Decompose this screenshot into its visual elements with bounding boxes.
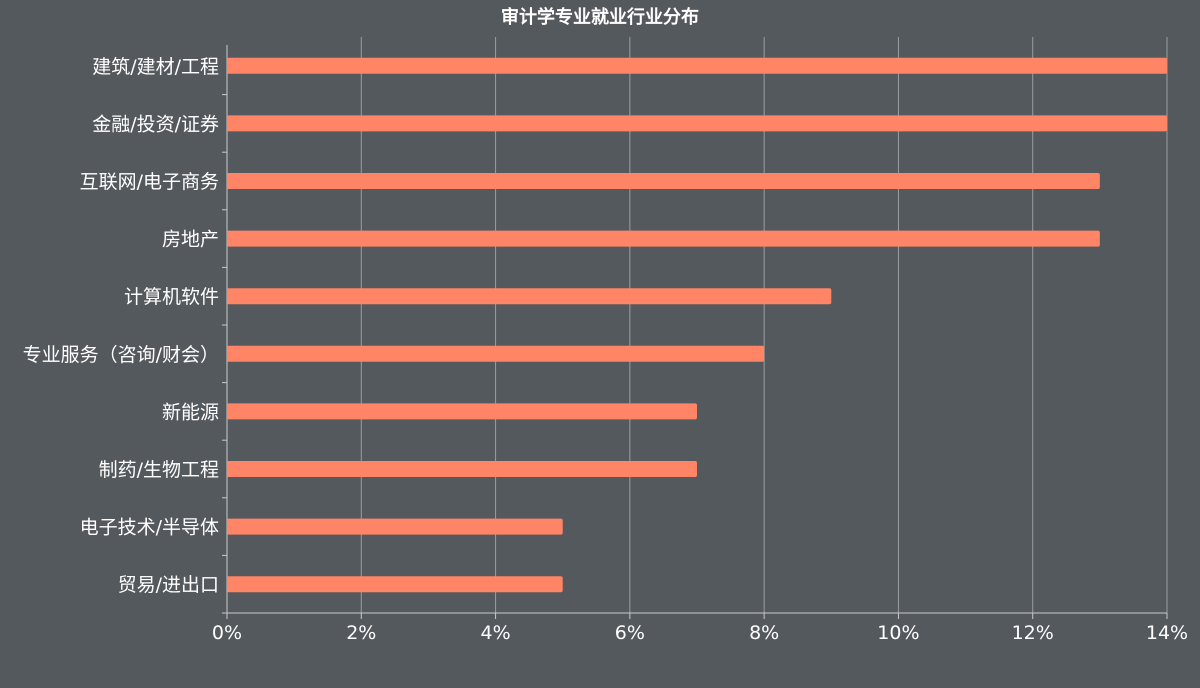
bar [227,518,563,535]
bar [227,115,1167,132]
x-tick-label: 2% [346,622,376,644]
bar [227,288,832,305]
category-label: 电子技术/半导体 [80,517,219,539]
category-label: 房地产 [162,229,219,251]
x-tick-label: 8% [749,622,779,644]
bar [227,345,765,362]
bar [227,403,697,420]
gridlines [222,37,1168,619]
x-tick-label: 0% [212,622,242,644]
bar [227,576,563,593]
x-tick-label: 6% [615,622,645,644]
bar [227,57,1167,74]
x-tick-label: 14% [1146,622,1188,644]
bar [227,230,1100,247]
category-label: 金融/投资/证券 [92,113,219,135]
x-tick-label: 12% [1012,622,1054,644]
category-label: 建筑/建材/工程 [92,56,219,78]
category-label: 制药/生物工程 [99,459,219,481]
bars [227,57,1167,593]
bar [227,461,697,477]
category-labels: 建筑/建材/工程金融/投资/证券互联网/电子商务房地产计算机软件专业服务（咨询/… [23,56,219,596]
x-tick-label: 10% [877,622,919,644]
category-label: 新能源 [162,401,219,423]
chart-title: 审计学专业就业行业分布 [501,6,699,28]
bar [227,173,1100,189]
category-label: 贸易/进出口 [118,574,219,596]
category-label: 互联网/电子商务 [80,171,219,193]
x-tick-label: 4% [480,622,510,644]
category-label: 计算机软件 [124,286,219,308]
category-label: 专业服务（咨询/财会） [23,344,219,366]
x-tick-labels: 0% 2% 4% 6% 8% 10% 12% 14% [212,622,1188,644]
